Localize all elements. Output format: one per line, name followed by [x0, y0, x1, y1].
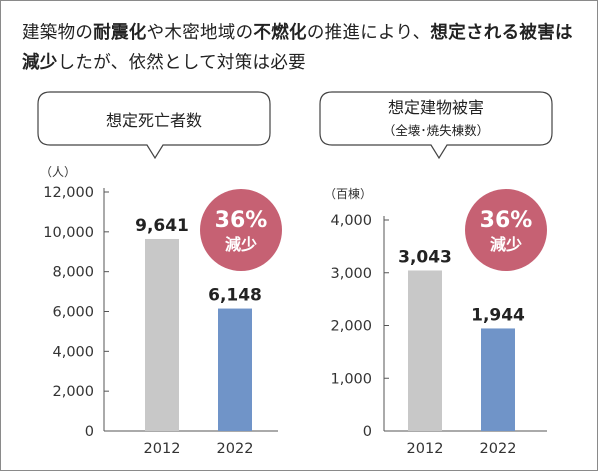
- deaths-y-tick-label: 0: [85, 424, 94, 440]
- deaths-x-tick-label-2012: 2012: [144, 441, 181, 457]
- buildings-badge-text: 減少: [490, 235, 522, 254]
- headline: 建築物の耐震化や木密地域の不燃化の推進により、想定される被害は減少したが、依然と…: [22, 18, 582, 78]
- buildings-data-label-2022: 1,944: [471, 305, 525, 325]
- deaths-y-tick-label: 4,000: [52, 344, 94, 360]
- headline-segment-5: の推進により、: [306, 23, 431, 43]
- buildings-y-tick-label: 3,000: [330, 266, 372, 282]
- deaths-x-tick-label-2022: 2022: [217, 441, 254, 457]
- deaths-data-label-2022: 6,148: [208, 286, 262, 306]
- headline-segment-7: したが、依然として対策は必要: [57, 53, 306, 73]
- deaths-badge-text: 減少: [225, 235, 257, 254]
- buildings-data-label-2012: 3,043: [398, 247, 452, 267]
- headline-segment-3: や木密地域の: [146, 23, 254, 43]
- buildings-chart-subtitle: （全壊･焼失棟数）: [383, 123, 489, 138]
- deaths-bar-2022: [218, 308, 252, 431]
- buildings-reduction-badge: [465, 189, 547, 271]
- headline-segment-2: 耐震化: [93, 23, 147, 43]
- buildings-x-tick-label-2012: 2012: [407, 441, 444, 457]
- buildings-unit-label: （百棟）: [324, 186, 372, 201]
- buildings-bar-2022: [481, 328, 515, 431]
- deaths-y-tick-label: 10,000: [43, 225, 94, 241]
- buildings-badge-percent: 36%: [480, 208, 533, 233]
- buildings-y-tick-label: 0: [363, 424, 372, 440]
- deaths-unit-label: （人）: [40, 165, 76, 179]
- buildings-title-bubble: [319, 91, 553, 160]
- deaths-y-tick-label: 2,000: [52, 384, 94, 400]
- headline-segment-4: 不燃化: [253, 23, 307, 43]
- deaths-y-tick-label: 12,000: [43, 185, 94, 201]
- deaths-title-bubble: [37, 91, 271, 160]
- deaths-data-label-2012: 9,641: [135, 216, 189, 236]
- deaths-reduction-badge: [200, 189, 282, 271]
- deaths-y-tick-label: 6,000: [52, 305, 94, 321]
- headline-segment-6: 想定される被害は減少: [22, 23, 573, 73]
- buildings-y-tick-label: 1,000: [330, 371, 372, 387]
- headline-segment-1: 建築物の: [22, 23, 94, 43]
- deaths-badge-percent: 36%: [215, 208, 268, 233]
- buildings-y-tick-label: 2,000: [330, 319, 372, 335]
- deaths-chart-title: 想定死亡者数: [106, 111, 202, 130]
- buildings-x-tick-label-2022: 2022: [480, 441, 517, 457]
- buildings-bar-2012: [408, 270, 442, 431]
- buildings-y-tick-label: 4,000: [330, 213, 372, 229]
- buildings-chart-title: 想定建物被害: [388, 98, 484, 117]
- deaths-bar-2012: [145, 238, 179, 431]
- deaths-y-tick-label: 8,000: [52, 265, 94, 281]
